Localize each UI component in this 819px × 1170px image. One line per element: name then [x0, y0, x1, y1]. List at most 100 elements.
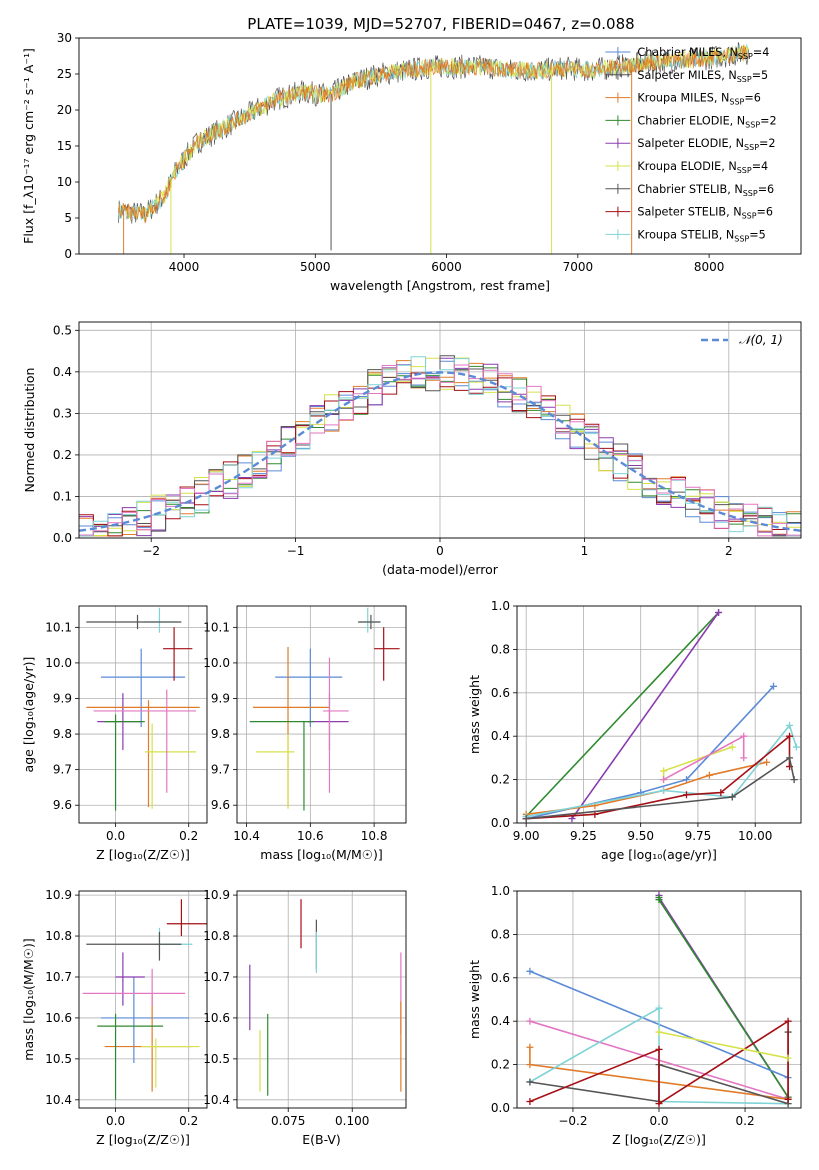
y-axis-label: Flux [f_λ10⁻¹⁷ erg cm⁻² s⁻¹ A⁻¹] — [21, 48, 36, 244]
weight-marker — [770, 682, 778, 690]
gaussian-curve — [78, 371, 802, 532]
legend-entry: Salpeter STELIB, NSSP=6 — [637, 206, 773, 221]
weight-series-line — [526, 685, 775, 820]
weight-marker — [655, 1100, 663, 1108]
weight-marker — [526, 1043, 534, 1051]
weight-marker — [717, 789, 725, 797]
y-tick-label: 0.8 — [491, 642, 510, 656]
x-tick-label: 9.25 — [570, 829, 597, 843]
age-vs-mass-panel: 10.4 10.6 10.8 9.6 9.7 9.8 9.9 10.0 10.1 mass [lo… — [203, 605, 407, 862]
legend-entry: Chabrier STELIB, NSSP=6 — [637, 183, 774, 198]
x-tick-label: 8000 — [694, 260, 725, 274]
x-axis-label: Z [log₁₀(Z/Z☉)] — [96, 847, 190, 862]
x-axis-label: (data-model)/error — [382, 562, 499, 577]
x-tick-label: 0.075 — [271, 1114, 305, 1128]
y-tick-label: 5 — [64, 211, 72, 225]
y-tick-label: 1.0 — [491, 599, 510, 613]
y-tick-label: 0.3 — [53, 406, 72, 420]
axes-frame — [78, 890, 208, 1109]
y-tick-label: 10.4 — [45, 1093, 72, 1107]
y-tick-label: 10.1 — [203, 620, 230, 634]
y-axis-label: mass [log₁₀(M/M☉)] — [21, 938, 36, 1060]
spectrum-panel: 4000 5000 6000 7000 8000 0 5 10 15 20 25 30 waveleng… — [21, 31, 802, 293]
y-tick-label: 0.8 — [491, 927, 510, 941]
y-tick-label: 9.7 — [53, 763, 72, 777]
y-tick-label: 9.8 — [211, 727, 230, 741]
weight-marker — [784, 1095, 792, 1103]
x-tick-label: −1 — [287, 544, 305, 558]
x-tick-label: 0.0 — [649, 1114, 668, 1128]
axes-frame — [78, 37, 802, 255]
residual-histogram-panel: −2 −1 0 1 2 0.0 0.1 0.2 0.3 0.4 0.5 (data-model)/er… — [22, 321, 802, 577]
x-tick-label: 0.0 — [106, 1114, 125, 1128]
y-tick-label: 9.7 — [211, 763, 230, 777]
y-tick-label: 0.0 — [491, 1101, 510, 1115]
weight-marker — [655, 1004, 663, 1012]
y-tick-label: 10 — [57, 175, 72, 189]
axes-frame — [236, 605, 407, 824]
x-axis-label: Z [log₁₀(Z/Z☉)] — [612, 1132, 706, 1147]
weight-marker — [526, 1017, 534, 1025]
weight-marker — [660, 767, 668, 775]
weight-series-line — [663, 734, 745, 781]
weight-marker — [655, 1045, 663, 1053]
weight-series-line — [658, 1031, 789, 1059]
y-tick-label: 0.1 — [53, 489, 72, 503]
weight-marker — [790, 776, 798, 784]
x-tick-label: 0.100 — [335, 1114, 369, 1128]
x-tick-label: 0 — [436, 544, 444, 558]
y-axis-label: age [log₁₀(age/yr)] — [21, 657, 36, 773]
y-tick-label: 0.2 — [53, 448, 72, 462]
x-axis-label: Z [log₁₀(Z/Z☉)] — [96, 1132, 190, 1147]
weight-vs-age-panel: 9.00 9.25 9.50 9.75 10.00 0.0 0.2 0.4 0.6 0.8 1.0 a… — [467, 599, 802, 862]
weight-marker — [715, 609, 723, 617]
weight-vs-metallicity-panel: −0.2 0.0 0.2 0.0 0.2 0.4 0.6 0.8 1.0 Z [log₁₀(Z/Z… — [467, 884, 802, 1147]
legend-entry: 𝒩(0, 1) — [739, 333, 783, 347]
mass-vs-metallicity-panel: 0.0 0.2 10.4 10.5 10.6 10.7 10.8 10.9 Z [log₁₀(Z… — [21, 888, 208, 1147]
x-tick-label: 0.2 — [179, 829, 198, 843]
histogram-series — [79, 364, 801, 537]
y-tick-label: 10.5 — [45, 1052, 72, 1066]
x-tick-label: 10.6 — [297, 829, 324, 843]
y-tick-label: 20 — [57, 103, 72, 117]
weight-marker — [655, 896, 663, 904]
weight-marker — [740, 732, 748, 740]
histogram-series — [79, 356, 801, 537]
y-tick-label: 10.7 — [45, 970, 72, 984]
axes-frame — [516, 890, 802, 1109]
legend-entry: Kroupa STELIB, NSSP=5 — [637, 228, 765, 243]
y-tick-label: 10.0 — [203, 656, 230, 670]
y-tick-label: 10.8 — [203, 929, 230, 943]
weight-marker — [660, 776, 668, 784]
weight-marker — [792, 743, 800, 751]
y-tick-label: 10.4 — [203, 1093, 230, 1107]
y-tick-label: 0.6 — [491, 971, 510, 985]
x-axis-label: mass [log₁₀(M/M☉)] — [260, 847, 382, 862]
legend-entry: Chabrier MILES, NSSP=4 — [637, 46, 769, 61]
axes-frame — [78, 605, 208, 824]
x-axis-label: wavelength [Angstrom, rest frame] — [330, 278, 550, 293]
y-axis-label: mass weight — [467, 960, 482, 1039]
x-tick-label: 9.75 — [685, 829, 712, 843]
y-tick-label: 9.9 — [53, 691, 72, 705]
weight-marker — [784, 1017, 792, 1025]
y-tick-label: 10.5 — [203, 1052, 230, 1066]
x-tick-label: −0.2 — [558, 1114, 587, 1128]
x-tick-label: 4000 — [169, 260, 200, 274]
weight-series-line — [525, 611, 720, 818]
mass-vs-ebv-panel: 0.075 0.100 10.4 10.5 10.6 10.7 10.8 10.9 E(B-V) — [203, 888, 407, 1147]
y-tick-label: 9.6 — [53, 798, 72, 812]
y-tick-label: 10.9 — [45, 888, 72, 902]
x-tick-label: 0.2 — [736, 1114, 755, 1128]
weight-series-line — [526, 734, 791, 820]
x-tick-label: 6000 — [431, 260, 462, 274]
weight-marker — [784, 1054, 792, 1062]
y-tick-label: 0.2 — [491, 1058, 510, 1072]
spectrum-series-line — [118, 44, 749, 224]
y-tick-label: 0.4 — [53, 365, 72, 379]
axes-frame — [78, 321, 802, 539]
y-axis-label: mass weight — [467, 675, 482, 754]
weight-marker — [526, 967, 534, 975]
x-tick-label: 7000 — [563, 260, 594, 274]
